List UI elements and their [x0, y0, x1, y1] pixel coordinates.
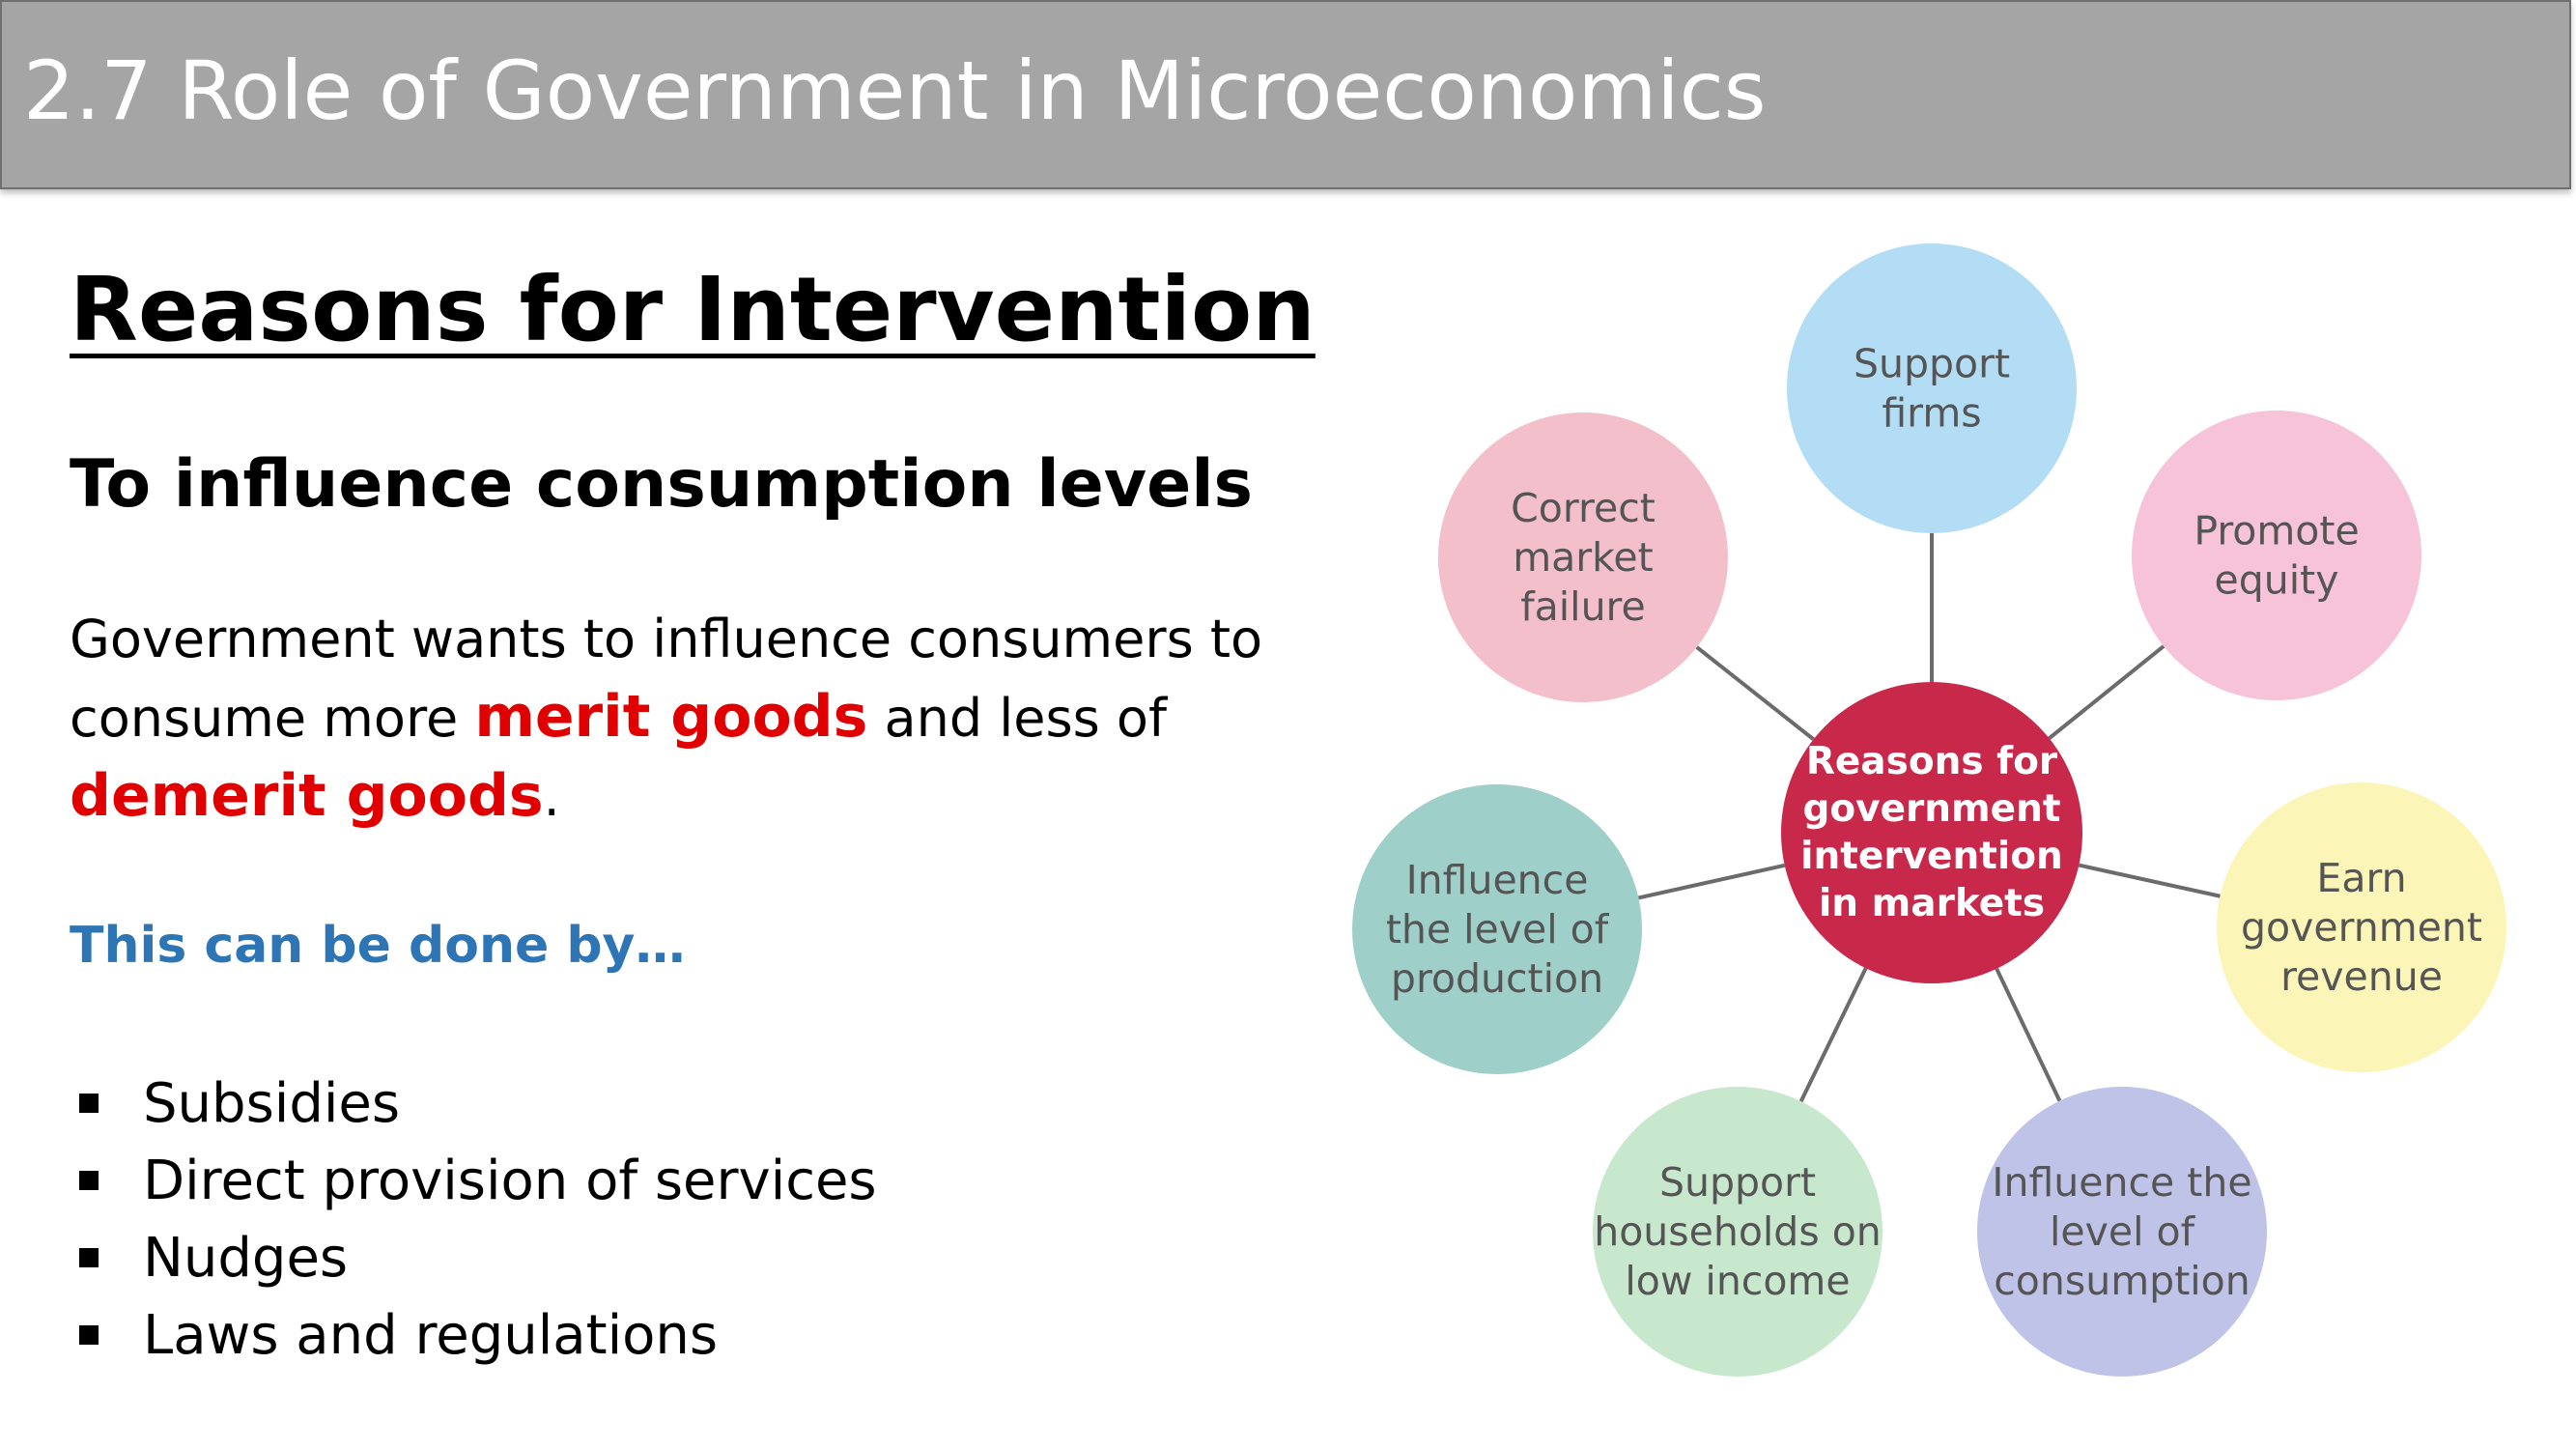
- center-node-circle: [1781, 682, 2082, 983]
- node-label-line: households on: [1594, 1208, 1882, 1255]
- center-node-label-line: intervention: [1800, 835, 2063, 878]
- list-item: Laws and regulations: [70, 1296, 877, 1374]
- node-label-line: firms: [1882, 390, 1981, 437]
- connector-line-correct-market-failure: [1695, 645, 1815, 741]
- connector-lines: [1637, 533, 2221, 1103]
- list-item: Direct provision of services: [70, 1142, 877, 1219]
- square-bullet-icon: [79, 1171, 99, 1190]
- node-label-line: government: [2241, 904, 2482, 951]
- connector-line-support-households: [1798, 967, 1868, 1103]
- connector-line-earn-government-revenue: [2078, 863, 2221, 898]
- node-label-line: low income: [1625, 1258, 1850, 1304]
- section-heading: Reasons for Intervention: [70, 258, 1316, 361]
- node-label-line: revenue: [2280, 953, 2443, 1000]
- subheading: To influence consumption levels: [70, 446, 1254, 523]
- node-circle: [1593, 1087, 1882, 1377]
- methods-intro: This can be done by…: [70, 917, 686, 975]
- list-item: Subsidies: [70, 1065, 877, 1142]
- center-node-label-line: Reasons for: [1806, 740, 2058, 783]
- square-bullet-icon: [79, 1094, 99, 1113]
- node-label-line: Earn: [2316, 855, 2406, 901]
- node-circle: [1787, 243, 2077, 533]
- list-item-text: Nudges: [143, 1226, 349, 1290]
- paragraph-text-2: and less of: [867, 688, 1167, 749]
- intro-paragraph: Government wants to influence consumers …: [70, 601, 1267, 837]
- paragraph-text-3: .: [543, 767, 560, 828]
- connector-line-influence-production: [1637, 863, 1786, 900]
- node-label-line: production: [1391, 955, 1603, 1002]
- node-label-line: Support: [1854, 341, 2010, 387]
- center-node-label-line: government: [1802, 787, 2060, 831]
- methods-list: Subsidies Direct provision of services N…: [70, 1065, 877, 1374]
- node-circle: [2132, 411, 2421, 700]
- node-label-line: market: [1513, 534, 1654, 581]
- node-circle: [1352, 784, 1642, 1074]
- node-label-line: Influence the: [1992, 1159, 2251, 1206]
- node-label-line: level of: [2050, 1208, 2196, 1255]
- node-label-line: Correct: [1511, 485, 1656, 531]
- connector-line-promote-equity: [2048, 644, 2166, 740]
- demerit-goods-highlight: demerit goods: [70, 762, 544, 830]
- node-circle: [2217, 782, 2506, 1072]
- node-label-line: Promote: [2194, 508, 2359, 554]
- node-label-line: Support: [1659, 1159, 1816, 1206]
- node-label-line: consumption: [1994, 1258, 2250, 1304]
- node-circle: [1438, 412, 1728, 702]
- list-item-text: Subsidies: [143, 1071, 401, 1135]
- list-item-text: Direct provision of services: [143, 1149, 877, 1212]
- merit-goods-highlight: merit goods: [474, 683, 868, 751]
- square-bullet-icon: [79, 1325, 99, 1345]
- node-label-line: Influence: [1406, 857, 1589, 903]
- node-label-line: failure: [1520, 583, 1646, 630]
- node-label-line: the level of: [1386, 906, 1610, 952]
- list-item-text: Laws and regulations: [143, 1303, 719, 1367]
- node-circle: [1977, 1087, 2267, 1377]
- square-bullet-icon: [79, 1248, 99, 1267]
- list-item: Nudges: [70, 1219, 877, 1296]
- connector-line-influence-consumption: [1995, 967, 2062, 1102]
- node-label-line: equity: [2215, 557, 2339, 604]
- center-node-label-line: in markets: [1819, 882, 2045, 925]
- slide-title: 2.7 Role of Government in Microeconomics: [23, 43, 1767, 138]
- title-bar: 2.7 Role of Government in Microeconomics: [0, 0, 2571, 189]
- intervention-reasons-diagram: SupportfirmsPromoteequityEarngovernmentr…: [1352, 243, 2506, 1377]
- paragraph-text-1: Government wants to influence consumers …: [70, 609, 1263, 749]
